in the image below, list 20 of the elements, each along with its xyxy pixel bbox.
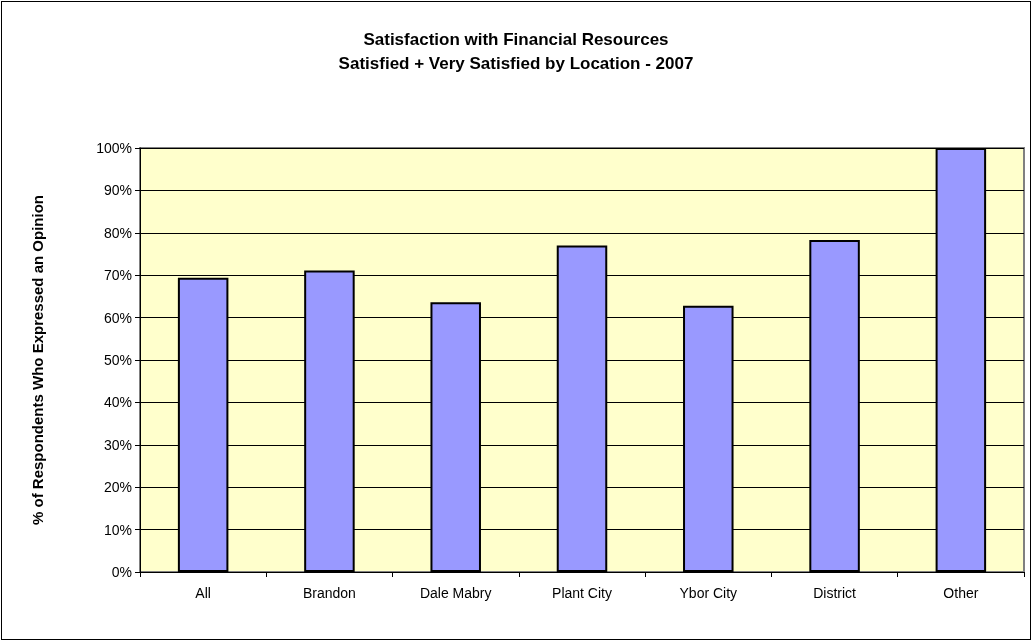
x-tick-label: Ybor City xyxy=(679,585,738,601)
x-tick-label: Dale Mabry xyxy=(419,585,492,601)
y-tick-label: 10% xyxy=(103,521,132,538)
x-tick-label: Other xyxy=(943,585,979,601)
y-tick-label: 0% xyxy=(111,564,132,580)
x-tick-label: All xyxy=(195,585,211,601)
y-tick-label: 20% xyxy=(103,479,132,496)
chart-title: Satisfaction with Financial Resources Satisfied + Very Satisfied by Location - 2007 xyxy=(338,29,694,73)
y-tick-label: 90% xyxy=(103,182,132,199)
y-tick-label: 100% xyxy=(96,140,132,156)
y-axis-title: % of Respondents Who Expressed an Opinion xyxy=(29,194,46,526)
x-tick-label: Plant City xyxy=(552,585,612,601)
x-tick-label: Brandon xyxy=(302,585,356,601)
y-tick-label: 30% xyxy=(103,436,132,453)
y-tick-label: 80% xyxy=(103,224,132,241)
y-tick-label: 50% xyxy=(103,352,132,368)
y-tick-label: 60% xyxy=(103,309,132,326)
y-tick-label: 70% xyxy=(103,267,132,284)
x-tick-label: District xyxy=(813,585,857,601)
y-tick-label: 40% xyxy=(103,394,132,411)
